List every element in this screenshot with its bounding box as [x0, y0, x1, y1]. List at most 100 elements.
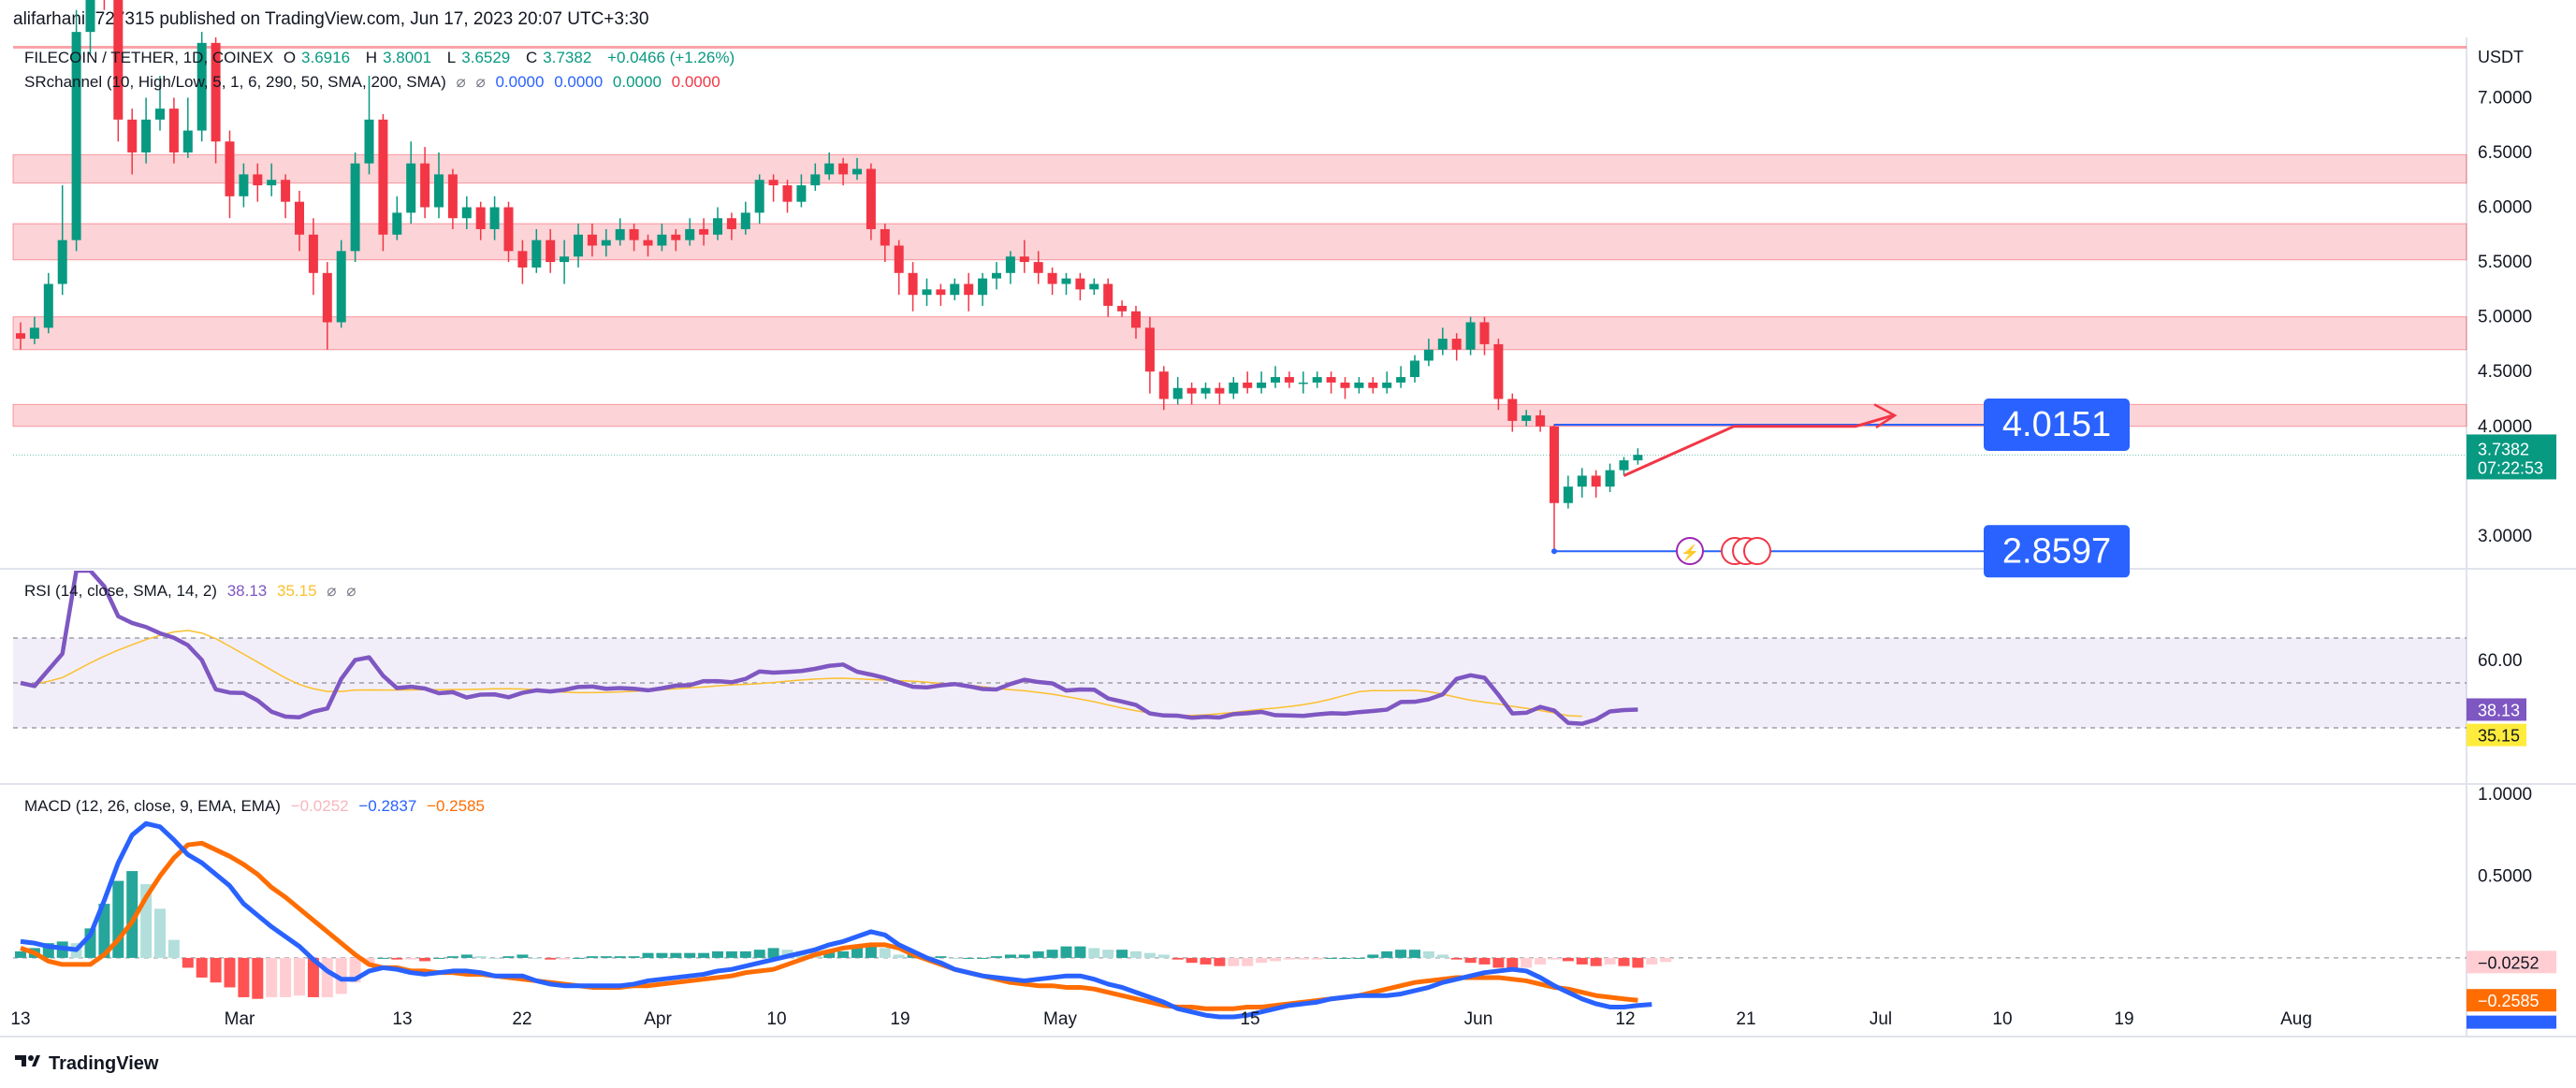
candle-body — [322, 272, 332, 323]
macd-histogram-bar — [614, 956, 626, 958]
candle-body — [1619, 460, 1629, 471]
candle-body — [1577, 475, 1587, 487]
candle-body — [392, 212, 402, 235]
candle-body — [1117, 305, 1128, 312]
candle-body — [782, 185, 793, 202]
publish-info: alifarhani7727315 published on TradingVi… — [13, 9, 649, 29]
macd-histogram-bar — [321, 957, 333, 997]
candle-body — [475, 207, 486, 229]
macd-histogram-bar — [1186, 957, 1198, 964]
macd-histogram-bar — [1353, 957, 1365, 959]
macd-histogram-bar — [474, 956, 487, 958]
macd-histogram-bar — [893, 954, 905, 958]
candle-body — [211, 42, 221, 142]
candle-body — [754, 180, 764, 213]
macd-histogram-bar — [1157, 954, 1170, 958]
candle-body — [1271, 377, 1280, 383]
hide-icon-2[interactable]: ⌀ — [475, 73, 486, 91]
macd-histogram-bar — [154, 908, 166, 958]
candle-body — [1215, 387, 1225, 394]
candle-body — [1326, 377, 1336, 383]
ohlc-open: O 3.6916 — [284, 49, 356, 66]
candle-body — [29, 327, 39, 340]
candle-body — [768, 180, 779, 186]
candle-body — [574, 234, 583, 257]
price-tick: 5.0000 — [2478, 308, 2532, 327]
candle-body — [1633, 455, 1643, 461]
candle-body — [1243, 382, 1253, 388]
candle-body — [796, 185, 807, 202]
candle-body — [155, 109, 165, 120]
candle-body — [1396, 377, 1406, 383]
candle-body — [295, 201, 304, 235]
last-price-tag — [2467, 434, 2556, 480]
macd-histogram-bar — [1172, 957, 1184, 960]
rsi-value-tag — [2467, 698, 2526, 721]
macd-histogram-bar — [1395, 950, 1407, 958]
signal-tag-label: −0.2585 — [2478, 992, 2540, 1010]
time-tick: 15 — [1240, 1009, 1259, 1029]
candle-body — [1605, 470, 1615, 487]
candle-body — [546, 239, 556, 263]
candle-body — [992, 272, 1001, 279]
candle-body — [1437, 339, 1448, 350]
macd-histogram-bar — [851, 948, 863, 958]
footer-brand[interactable]: TradingView — [13, 1052, 158, 1075]
candle-body — [852, 168, 862, 175]
macd-histogram-bar — [1521, 957, 1533, 968]
candle-body — [57, 239, 67, 284]
candle-body — [810, 174, 821, 186]
macd-histogram-bar — [545, 957, 557, 960]
macd-histogram-bar — [167, 939, 180, 958]
sr-value-1: 0.0000 — [495, 73, 545, 91]
candle-body — [1089, 283, 1099, 290]
candle-body — [1507, 399, 1518, 421]
hide-icon-3[interactable]: ⌀ — [327, 582, 337, 600]
macd-histogram-bar — [517, 954, 529, 958]
macd-histogram-bar — [1367, 954, 1379, 958]
high-value: 3.8001 — [383, 49, 432, 66]
brand-name: TradingView — [49, 1052, 159, 1074]
price-tick: 7.0000 — [2478, 88, 2532, 108]
time-tick: 13 — [10, 1009, 30, 1029]
candle-body — [113, 0, 124, 120]
macd-histogram-bar — [935, 956, 947, 958]
countdown-value: 07:22:53 — [2478, 458, 2543, 477]
hide-icon[interactable]: ⌀ — [456, 73, 466, 91]
candle-body — [420, 163, 430, 208]
macd-histogram-bar — [1450, 957, 1463, 960]
macd-histogram-bar — [823, 950, 836, 958]
rsi-ma-value: 35.15 — [276, 582, 317, 600]
candle-body — [587, 234, 597, 246]
rsi-ma-tag-label: 35.15 — [2478, 727, 2520, 746]
candle-body — [922, 289, 932, 296]
macd-histogram-bar — [1256, 957, 1268, 964]
time-tick: May — [1043, 1009, 1077, 1029]
candle-body — [141, 119, 152, 152]
candle-body — [1451, 339, 1462, 350]
hide-icon-4[interactable]: ⌀ — [346, 582, 357, 600]
candle-body — [643, 239, 653, 246]
candle-body — [1257, 382, 1267, 388]
support-label-box — [1984, 525, 2130, 578]
change-value: +0.0466 (+1.26%) — [607, 49, 735, 66]
candle-body — [1201, 387, 1211, 394]
macd-histogram-bar — [1590, 957, 1602, 966]
macd-histogram-bar — [377, 957, 389, 959]
macd-histogram-bar — [991, 956, 1002, 958]
time-tick: Apr — [644, 1009, 672, 1029]
macd-histogram-bar — [559, 957, 571, 960]
candle-body — [1465, 322, 1476, 350]
candle-body — [489, 207, 500, 229]
candle-body — [1535, 415, 1546, 427]
macd-histogram-bar — [1214, 957, 1226, 966]
macd-histogram-bar — [405, 957, 417, 960]
macd-histogram-bar — [1018, 954, 1030, 958]
candle-body — [1382, 382, 1392, 388]
candle-body — [1005, 256, 1015, 273]
candle-body — [1158, 371, 1169, 399]
time-tick: 10 — [766, 1009, 786, 1029]
time-tick: Jul — [1870, 1009, 1892, 1029]
